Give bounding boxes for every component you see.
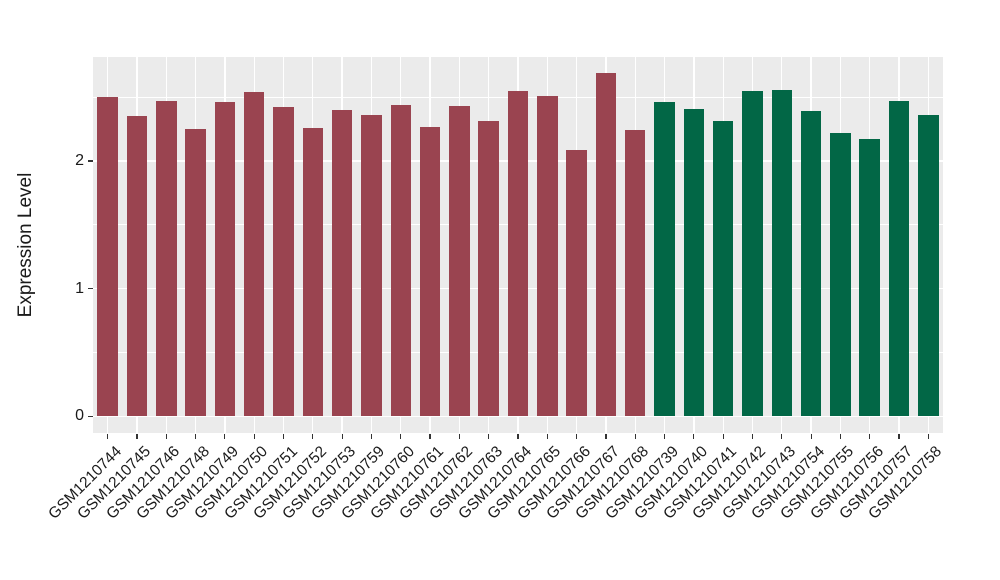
bar: [800, 111, 822, 417]
x-tick-mark: [634, 434, 636, 439]
bar: [507, 90, 529, 417]
bar: [683, 108, 705, 417]
bar: [918, 115, 939, 417]
x-tick-mark: [136, 434, 138, 439]
bar: [566, 149, 587, 417]
x-tick-mark: [488, 434, 490, 439]
x-tick-mark: [282, 434, 285, 439]
x-tick-mark: [869, 434, 871, 439]
bar: [243, 92, 265, 417]
x-tick-mark: [458, 434, 460, 439]
plot-panel: [93, 57, 943, 433]
bar: [449, 106, 470, 417]
bar: [595, 72, 617, 417]
x-tick-mark: [898, 434, 900, 439]
x-tick-mark: [927, 434, 929, 439]
y-tick-label: 0: [75, 407, 84, 425]
x-tick-mark: [781, 434, 783, 439]
y-tick-mark: [87, 160, 93, 162]
bar: [419, 126, 441, 417]
x-tick-mark: [576, 434, 578, 439]
x-tick-mark: [312, 434, 314, 439]
x-tick-mark: [546, 434, 548, 439]
x-tick-mark: [107, 434, 109, 439]
y-tick-label: 1: [75, 279, 84, 297]
bar: [97, 97, 118, 417]
bar: [654, 102, 675, 417]
bar: [390, 104, 412, 417]
y-tick-label: 2: [75, 152, 84, 170]
bar: [273, 107, 294, 417]
x-tick-mark: [693, 434, 695, 439]
bar: [742, 90, 763, 417]
y-axis-title: Expression Level: [15, 172, 36, 318]
x-tick-mark: [429, 434, 431, 439]
bar: [830, 132, 851, 417]
x-tick-mark: [370, 434, 373, 439]
x-tick-mark: [810, 434, 812, 439]
x-tick-mark: [722, 434, 724, 439]
y-tick-mark: [87, 288, 93, 290]
bar: [185, 129, 206, 417]
x-tick-mark: [341, 434, 343, 439]
x-tick-mark: [751, 434, 754, 439]
bar: [361, 115, 382, 417]
bar: [478, 121, 499, 417]
bar: [888, 101, 910, 417]
bar: [214, 102, 236, 417]
x-tick-mark: [400, 434, 402, 439]
bar: [302, 127, 324, 417]
bar: [859, 139, 880, 417]
bar: [624, 130, 646, 417]
x-tick-mark: [839, 434, 841, 439]
x-tick-mark: [605, 434, 607, 439]
bar: [537, 95, 558, 417]
y-tick-mark: [87, 415, 93, 417]
x-tick-mark: [194, 434, 197, 439]
bar: [331, 109, 353, 417]
x-tick-mark: [165, 434, 167, 439]
bar: [126, 116, 148, 417]
x-tick-mark: [253, 434, 255, 439]
bar: [771, 89, 793, 417]
bar: [712, 121, 734, 417]
x-tick-mark: [663, 434, 666, 439]
bar: [156, 101, 177, 417]
x-tick-mark: [517, 434, 519, 439]
x-tick-mark: [224, 434, 226, 439]
